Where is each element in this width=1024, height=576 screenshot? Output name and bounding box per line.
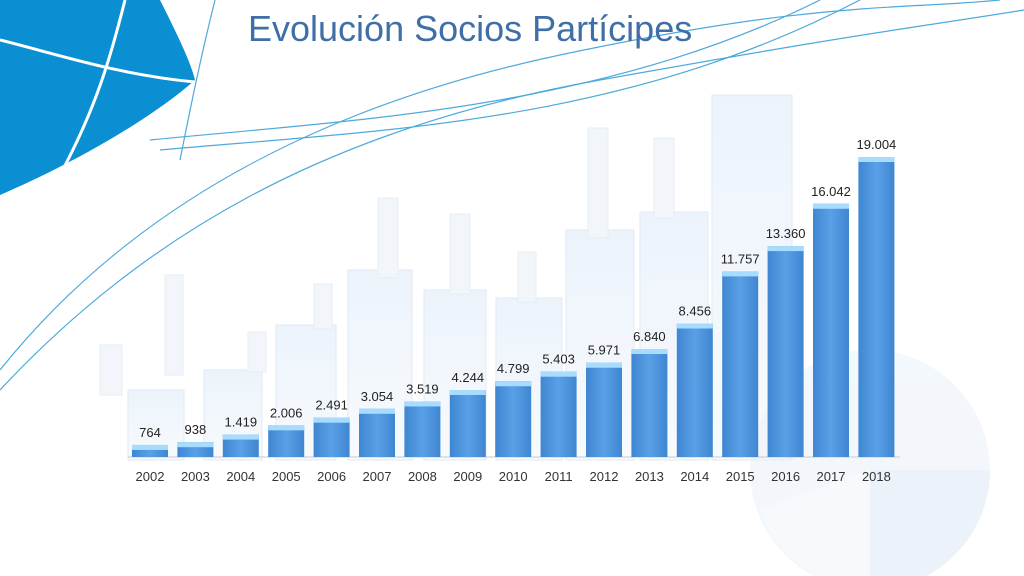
value-label-2014: 8.456 xyxy=(679,304,712,319)
x-tick-label-2007: 2007 xyxy=(363,469,392,484)
x-tick-label-2009: 2009 xyxy=(453,469,482,484)
x-tick-label-2016: 2016 xyxy=(771,469,800,484)
value-label-2010: 4.799 xyxy=(497,361,530,376)
bar-cap-2005 xyxy=(268,425,305,431)
value-label-2017: 16.042 xyxy=(811,184,851,199)
x-tick-label-2014: 2014 xyxy=(680,469,709,484)
bar-2007 xyxy=(359,408,395,457)
value-label-2002: 764 xyxy=(139,425,161,440)
bar-cap-2012 xyxy=(586,362,622,368)
x-tick-label-2003: 2003 xyxy=(181,469,210,484)
value-label-2006: 2.491 xyxy=(315,398,348,413)
bar-2005 xyxy=(268,425,305,457)
value-label-2003: 938 xyxy=(185,422,207,437)
bar-2017 xyxy=(813,203,849,457)
bar-2016 xyxy=(767,246,804,457)
bar-2012 xyxy=(586,362,622,457)
bar-2004 xyxy=(222,434,259,457)
bar-cap-2013 xyxy=(631,349,668,355)
value-label-2008: 3.519 xyxy=(406,381,439,396)
x-tick-label-2018: 2018 xyxy=(862,469,891,484)
value-label-2005: 2.006 xyxy=(270,405,303,420)
background-pie xyxy=(750,350,990,576)
value-label-2016: 13.360 xyxy=(766,226,806,241)
bar-2014 xyxy=(676,323,713,457)
bar-2010 xyxy=(495,381,532,457)
x-tick-label-2013: 2013 xyxy=(635,469,664,484)
bar-cap-2016 xyxy=(767,246,804,252)
bar-cap-2004 xyxy=(222,434,259,440)
x-tick-label-2004: 2004 xyxy=(226,469,255,484)
bar-2011 xyxy=(540,371,577,457)
value-label-2011: 5.403 xyxy=(542,352,575,367)
bar-cap-2018 xyxy=(858,157,895,162)
bar-2006 xyxy=(313,417,350,457)
x-tick-label-2012: 2012 xyxy=(590,469,619,484)
value-label-2018: 19.004 xyxy=(857,137,897,152)
bar-2015 xyxy=(722,271,759,457)
corner-leaf-decoration xyxy=(0,0,196,195)
bar-cap-2009 xyxy=(449,390,486,396)
bar-cap-2015 xyxy=(722,271,759,277)
bar-2009 xyxy=(449,390,486,457)
x-tick-label-2008: 2008 xyxy=(408,469,437,484)
bar-2018 xyxy=(858,157,895,457)
bar-cap-2011 xyxy=(540,371,577,377)
bar-cap-2014 xyxy=(676,323,713,329)
bar-cap-2007 xyxy=(359,408,395,414)
slide-title: Evolución Socios Partícipes xyxy=(248,8,693,49)
value-label-2007: 3.054 xyxy=(361,389,394,404)
bar-cap-2017 xyxy=(813,203,849,209)
x-tick-label-2015: 2015 xyxy=(726,469,755,484)
x-tick-label-2011: 2011 xyxy=(545,469,573,484)
x-tick-label-2006: 2006 xyxy=(317,469,346,484)
value-label-2015: 11.757 xyxy=(721,251,760,266)
bar-cap-2006 xyxy=(313,417,350,423)
background-arcs xyxy=(0,0,1024,391)
bar-cap-2002 xyxy=(132,444,168,450)
x-tick-label-2010: 2010 xyxy=(499,469,528,484)
x-tick-label-2002: 2002 xyxy=(136,469,165,484)
value-label-2009: 4.244 xyxy=(452,370,485,385)
x-tick-label-2017: 2017 xyxy=(817,469,846,484)
bar-2013 xyxy=(631,349,668,457)
bar-cap-2008 xyxy=(404,401,441,407)
bar-cap-2003 xyxy=(177,442,214,448)
bar-2008 xyxy=(404,401,441,457)
value-label-2012: 5.971 xyxy=(588,343,621,358)
x-tick-label-2005: 2005 xyxy=(272,469,301,484)
value-label-2013: 6.840 xyxy=(633,329,666,344)
bar-cap-2010 xyxy=(495,381,532,387)
value-label-2004: 1.419 xyxy=(225,415,258,430)
